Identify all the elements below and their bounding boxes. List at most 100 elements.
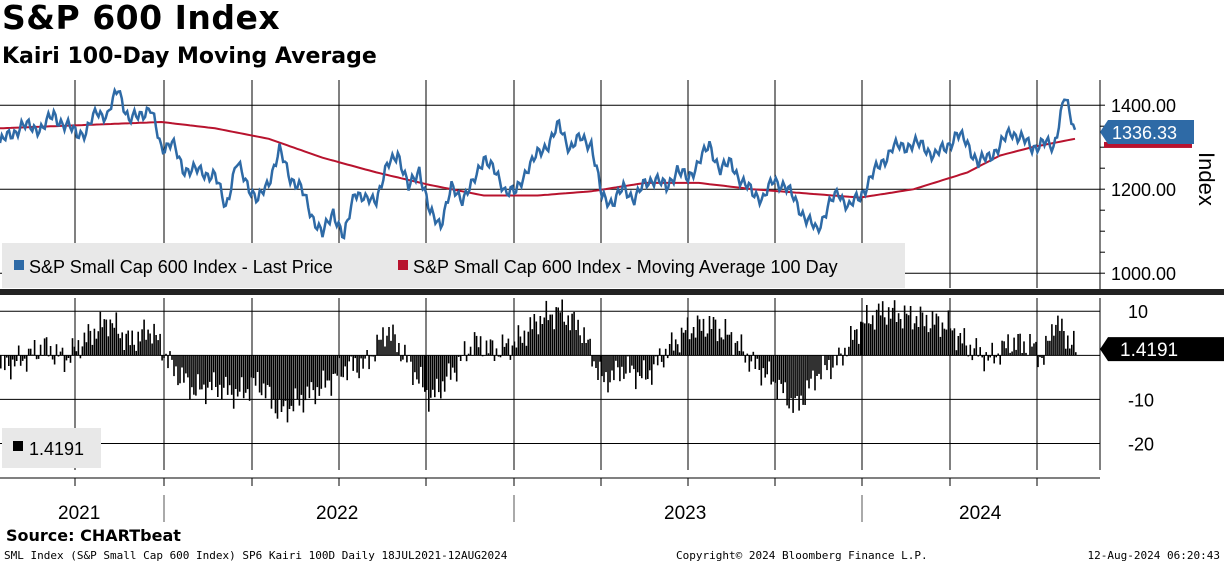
kairi-bar-11 [21,355,24,361]
kairi-bar-67 [133,344,135,356]
kairi-bar-311 [619,355,621,382]
kairi-bar-136 [270,355,273,409]
kairi-bar-108 [215,355,217,387]
kairi-bar-500 [995,355,997,358]
kairi-bar-40 [79,355,82,359]
kairi-bar-187 [372,355,374,357]
kairi-bar-510 [1015,349,1017,356]
kairi-bar-120 [238,355,241,392]
kairi-bar-46 [91,344,94,356]
kairi-bar-487 [969,344,972,356]
kairi-bar-498 [991,342,993,356]
kairi-bar-528 [1051,324,1053,356]
kairi-bar-118 [234,355,237,389]
kairi-bar-25 [49,346,52,356]
kairi-bar-77 [153,323,155,356]
kairi-bar-423 [842,355,844,366]
kairi-bar-240 [477,347,480,356]
upper-legend-box [2,243,905,288]
kairi-bar-31 [61,347,64,356]
kairi-bar-17 [33,340,36,356]
kairi-bar-214 [426,355,428,390]
kairi-bar-139 [276,355,279,419]
kairi-bar-189 [376,334,378,356]
kairi-bar-268 [533,314,536,356]
kairi-bar-210 [418,355,420,384]
kairi-bar-527 [1049,340,1051,356]
kairi-bar-234 [465,355,468,362]
kairi-bar-117 [232,355,235,409]
kairi-bar-273 [543,317,546,356]
kairi-bar-203 [404,344,406,356]
kairi-bar-74 [147,329,149,356]
kairi-bar-322 [641,355,643,379]
kairi-bar-456 [907,315,910,356]
kairi-bar-324 [645,355,647,380]
kairi-bar-343 [682,332,685,356]
kairi-bar-2 [4,355,6,371]
kairi-bar-299 [595,355,597,368]
kairi-bar-447 [889,318,892,356]
kairi-bar-27 [53,355,56,365]
kairi-bar-313 [623,355,625,379]
kairi-bar-134 [266,355,269,385]
kairi-bar-265 [527,331,530,356]
kairi-bar-486 [967,355,970,357]
kairi-bar-194 [386,335,388,356]
kairi-bar-37 [73,346,76,356]
kairi-bar-379 [754,355,757,369]
kairi-bar-253 [503,346,506,356]
kairi-bar-352 [700,330,703,356]
kairi-bar-433 [862,322,864,356]
kairi-bar-503 [1001,340,1003,356]
kairi-bar-106 [211,355,213,391]
kairi-bar-339 [674,339,677,356]
kairi-bar-260 [517,325,520,356]
kairi-bar-204 [406,355,408,363]
kairi-bar-522 [1039,355,1041,358]
kairi-bar-211 [420,355,422,367]
kairi-bar-383 [762,355,765,369]
kairi-bar-208 [414,355,416,373]
kairi-bar-71 [141,329,143,356]
kairi-bar-491 [977,355,980,357]
kairi-bar-406 [808,355,810,389]
kairi-bar-9 [17,345,20,356]
kairi-bar-13 [25,355,28,372]
kairi-bar-230 [457,355,460,357]
kairi-bar-410 [816,355,818,376]
kairi-bar-246 [489,339,492,356]
kairi-bar-250 [497,355,500,357]
kairi-bar-426 [848,346,850,356]
kairi-bar-504 [1003,341,1005,356]
kairi-bar-227 [451,355,454,368]
kairi-bar-461 [917,327,920,356]
kairi-bar-370 [736,341,739,356]
kairi-bar-350 [696,315,699,356]
kairi-bar-131 [260,355,263,396]
kairi-bar-404 [804,355,806,405]
kairi-bar-372 [740,334,743,356]
kairi-bar-235 [467,353,470,356]
legend-swatch-last-price [14,260,24,270]
kairi-bar-248 [493,355,496,361]
kairi-bar-480 [955,350,958,356]
kairi-bar-309 [615,355,617,361]
kairi-bar-127 [252,355,255,379]
kairi-bar-98 [195,355,197,396]
kairi-bar-34 [67,355,70,358]
kairi-bar-43 [85,342,88,356]
kairi-bar-281 [559,312,561,356]
kairi-bar-86 [171,355,173,360]
kairi-bar-393 [782,355,784,394]
kairi-bar-385 [766,355,768,375]
kairi-bar-29 [57,355,60,357]
kairi-value-tag [1100,337,1224,362]
x-year-label-2022: 2022 [316,503,358,524]
kairi-bar-140 [278,355,281,400]
kairi-bar-224 [445,355,448,377]
kairi-bar-330 [656,355,659,366]
kairi-bar-156 [310,355,313,383]
kairi-bar-306 [609,355,611,383]
kairi-bar-460 [915,316,918,356]
